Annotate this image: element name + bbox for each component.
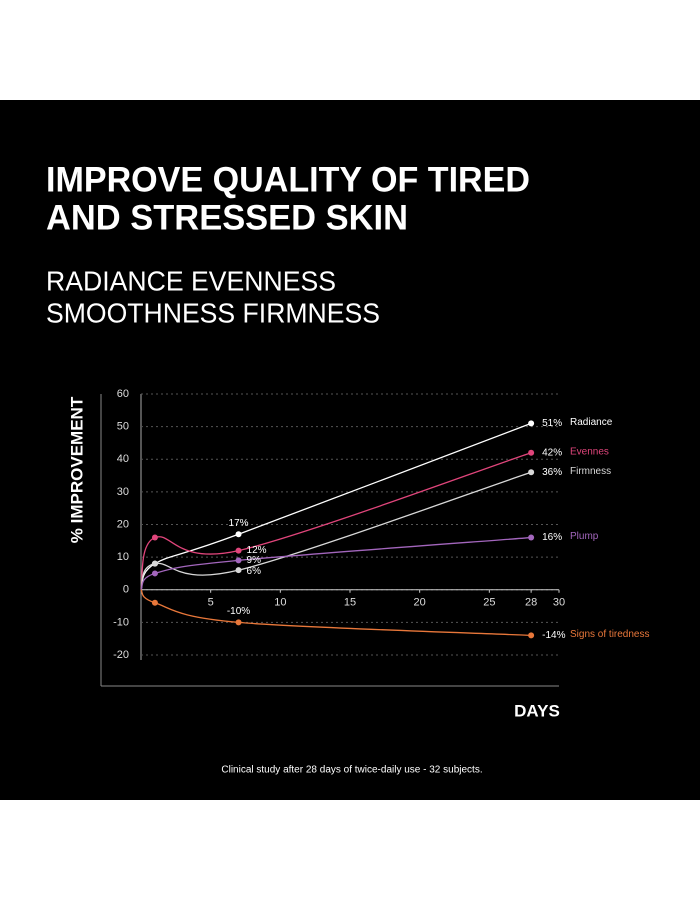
data-point <box>528 420 535 427</box>
data-point <box>151 560 158 567</box>
data-point <box>528 534 535 541</box>
data-point <box>235 547 242 554</box>
x-tick-label: 15 <box>344 597 356 609</box>
data-point <box>151 534 158 541</box>
y-tick-label: 50 <box>117 421 129 433</box>
y-tick-label: 0 <box>123 584 129 596</box>
y-tick-label: 40 <box>117 453 129 465</box>
y-tick-label: -20 <box>113 649 129 661</box>
x-tick-label: 28 <box>525 597 537 609</box>
x-tick-label: 5 <box>208 597 214 609</box>
x-tick-label: 10 <box>274 597 286 609</box>
subtitle-line: RADIANCE EVENNESS <box>46 265 336 296</box>
value-label: 51% <box>542 418 562 429</box>
value-label: 36% <box>542 467 562 478</box>
subtitle-line: SMOOTHNESS FIRMNESS <box>46 297 380 328</box>
data-point <box>235 567 242 574</box>
y-tick-label: 10 <box>117 551 129 563</box>
y-tick-label: -10 <box>113 616 129 628</box>
panel <box>0 100 700 800</box>
legend-label: Radiance <box>570 417 613 428</box>
legend-label: Firmness <box>570 466 611 477</box>
value-label: -14% <box>542 630 565 641</box>
value-label: 6% <box>247 566 262 577</box>
y-tick-label: 30 <box>117 486 129 498</box>
data-point <box>528 449 535 456</box>
y-tick-label: 20 <box>117 518 129 530</box>
series-line <box>140 471 532 591</box>
x-tick-label: 30 <box>553 597 565 609</box>
value-label: 9% <box>247 555 262 566</box>
data-point <box>235 619 242 626</box>
value-label: 42% <box>542 447 562 458</box>
y-axis-label: % IMPROVEMENT <box>67 396 86 543</box>
data-point <box>235 531 242 538</box>
data-point <box>235 557 242 564</box>
legend-label: Evennes <box>570 446 609 457</box>
data-point <box>528 632 535 639</box>
legend-label: Plump <box>570 531 599 542</box>
x-tick-label: 25 <box>483 597 495 609</box>
plot: -20 -10 0 10 20 30 40 50 60 5 10 15 20 25 28 30 17% 51% Ra… <box>113 388 649 661</box>
value-label: 12% <box>247 545 267 556</box>
y-tick-label: 60 <box>117 388 129 400</box>
data-point <box>151 570 158 577</box>
data-point <box>528 469 535 476</box>
x-axis-label: DAYS <box>514 701 560 720</box>
value-label: 17% <box>229 518 249 529</box>
footnote: Clinical study after 28 days of twice-da… <box>221 765 482 776</box>
title-line: IMPROVE QUALITY OF TIRED <box>46 160 530 199</box>
series-line <box>140 452 532 590</box>
title-line: AND STRESSED SKIN <box>46 198 408 237</box>
data-point <box>151 599 158 606</box>
legend-label: Signs of tiredness <box>570 629 650 640</box>
value-label: 16% <box>542 532 562 543</box>
x-tick-label: 20 <box>414 597 426 609</box>
value-label: -10% <box>227 606 250 617</box>
